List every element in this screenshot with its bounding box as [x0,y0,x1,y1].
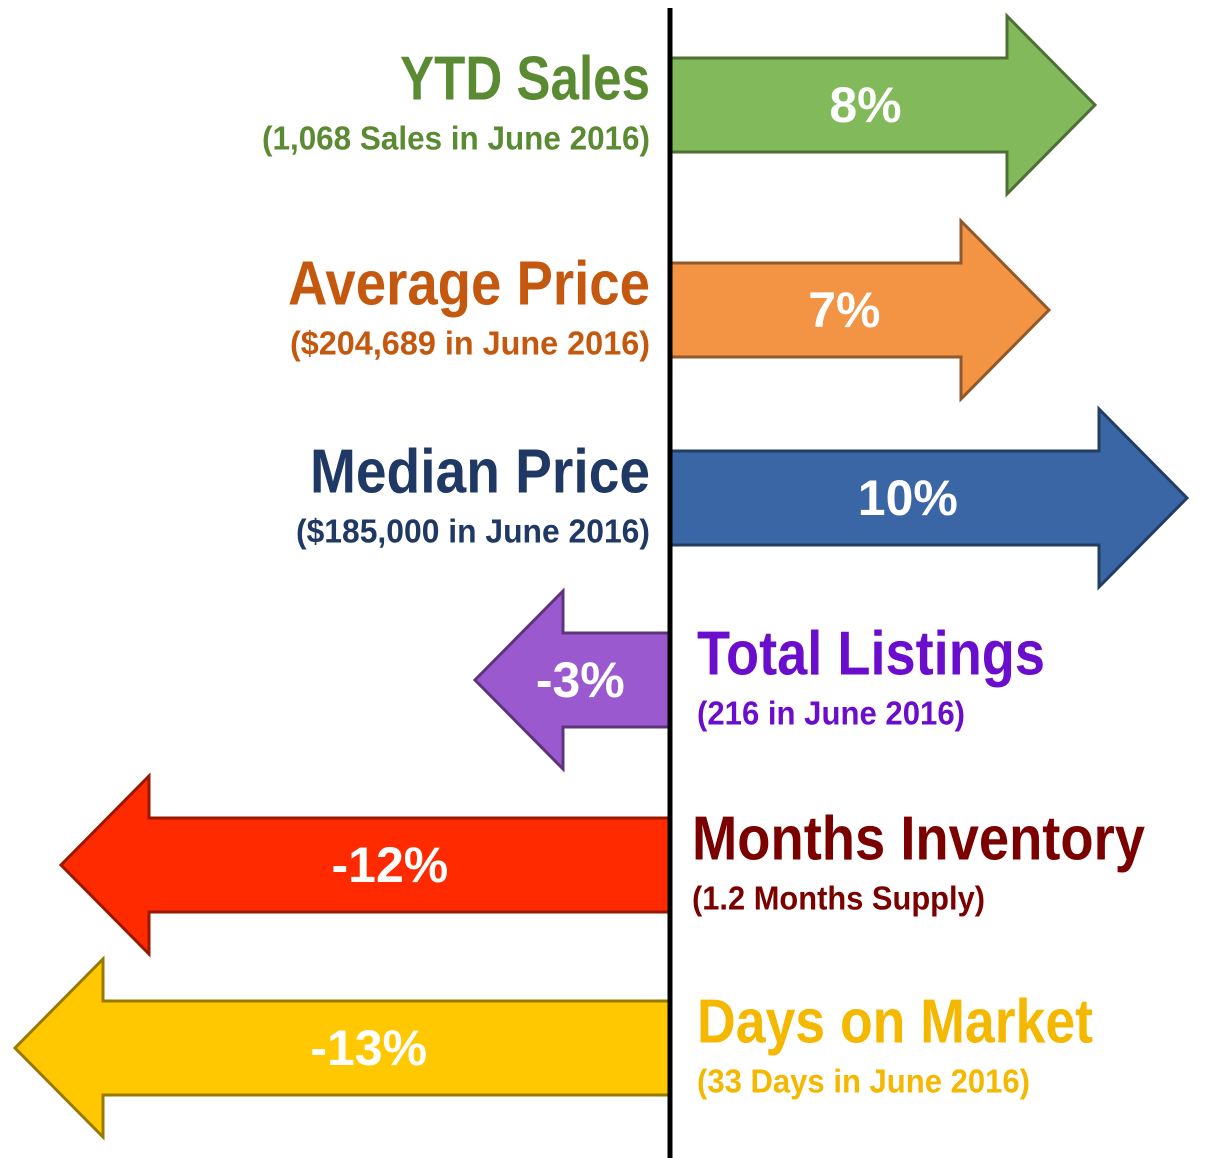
row-title: Total Listings [697,619,1045,688]
arrow [668,405,1190,591]
row-title: Median Price [310,437,650,506]
arrow [58,772,672,958]
arrow [472,587,672,773]
value-label: -3% [536,652,625,708]
arrow [12,955,672,1141]
row-subtitle: (1.2 Months Supply) [692,880,985,917]
row-subtitle: ($204,689 in June 2016) [290,325,650,362]
value-label: -13% [310,1020,427,1076]
value-label: 10% [858,470,958,526]
value-label: 7% [808,282,880,338]
row-title: Average Price [288,249,650,318]
row-subtitle: (1,068 Sales in June 2016) [262,120,650,157]
arrow [668,217,1052,403]
row-title: Days on Market [697,987,1093,1056]
row-subtitle: (216 in June 2016) [697,695,965,732]
arrow [668,12,1098,198]
row-subtitle: ($185,000 in June 2016) [296,513,650,550]
row-title: YTD Sales [400,44,650,113]
row-title: Months Inventory [692,804,1145,873]
value-label: 8% [829,77,901,133]
value-label: -12% [331,837,448,893]
row-subtitle: (33 Days in June 2016) [697,1063,1030,1100]
